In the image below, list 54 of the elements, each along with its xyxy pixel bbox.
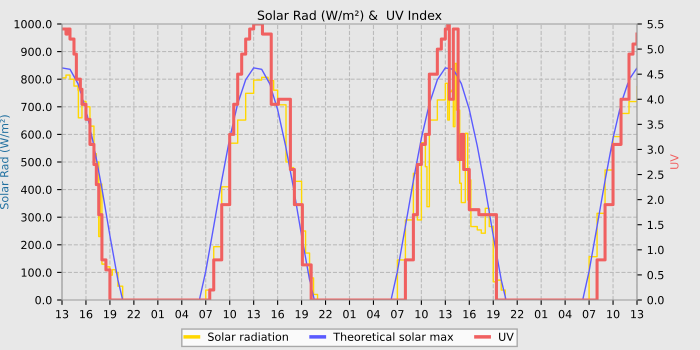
x-tick-label: 01 — [343, 310, 356, 318]
y-tick-label: 400.0 — [21, 186, 52, 194]
y-tick-label: 1000.0 — [14, 20, 52, 28]
x-tick-label: 04 — [175, 310, 188, 318]
y2-tick-label: 4.0 — [647, 95, 664, 104]
y-tick-label: 200.0 — [21, 240, 52, 250]
x-tick-label: 22 — [319, 310, 332, 318]
x-tick-label: 22 — [128, 310, 140, 318]
x-tick-label: 10 — [607, 310, 620, 318]
x-tick-label: 10 — [224, 310, 236, 318]
y2-tick-label: 5.0 — [648, 45, 664, 54]
legend-label: Theoretical solar max — [333, 332, 454, 341]
y-tick-label: 300.0 — [21, 213, 52, 222]
x-tick-label: 13 — [56, 310, 68, 318]
y2-tick-label: 0.5 — [647, 270, 664, 280]
x-tick-label: 16 — [80, 310, 92, 318]
x-tick-label: 07 — [582, 310, 596, 318]
x-tick-label: 07 — [391, 310, 404, 318]
x-tick-label: 16 — [272, 310, 284, 318]
x-tick-label: 04 — [367, 310, 380, 318]
x-tick-label: 13 — [631, 310, 644, 318]
x-tick-label: 10 — [416, 310, 428, 318]
x-tick-label: 19 — [104, 310, 116, 318]
y2-tick-label: 2.0 — [648, 196, 664, 204]
chart-title: Solar Rad (W/m²) & UV Index — [258, 10, 442, 22]
y2-tick-label: 3.5 — [648, 120, 664, 129]
y-tick-label: 100.0 — [22, 268, 52, 277]
y2-tick-label: 5.5 — [648, 20, 664, 28]
x-tick-label: 01 — [151, 310, 164, 318]
y2-tick-label: 4.5 — [647, 70, 664, 79]
y-tick-label: 600.0 — [21, 130, 52, 139]
x-tick-label: 13 — [248, 310, 260, 318]
legend-label: Solar radiation — [208, 332, 288, 341]
y-tick-label: 0.0 — [35, 296, 52, 304]
y2-tick-label: 1.0 — [648, 246, 664, 254]
x-tick-label: 13 — [439, 310, 452, 318]
y-tick-label: 900.0 — [21, 48, 52, 56]
y2-tick-label: 1.5 — [648, 220, 664, 230]
y2-axis-title: UV — [670, 154, 679, 169]
x-tick-label: 22 — [510, 310, 524, 318]
x-tick-label: 16 — [463, 310, 476, 318]
y-tick-label: 700.0 — [21, 102, 52, 112]
y2-tick-label: 0.0 — [647, 296, 664, 304]
x-tick-label: 19 — [296, 310, 308, 318]
x-tick-label: 04 — [558, 310, 572, 318]
x-tick-label: 01 — [534, 310, 548, 318]
x-tick-label: 19 — [487, 310, 500, 318]
x-tick-label: 07 — [199, 310, 212, 318]
y2-tick-label: 2.5 — [648, 170, 664, 179]
y-tick-label: 500.0 — [21, 158, 52, 166]
legend-label: UV — [499, 332, 514, 341]
y-tick-label: 800.0 — [21, 75, 52, 84]
y2-tick-label: 3.0 — [648, 145, 664, 154]
y-axis-title: Solar Rad (W/m²) — [0, 115, 10, 209]
